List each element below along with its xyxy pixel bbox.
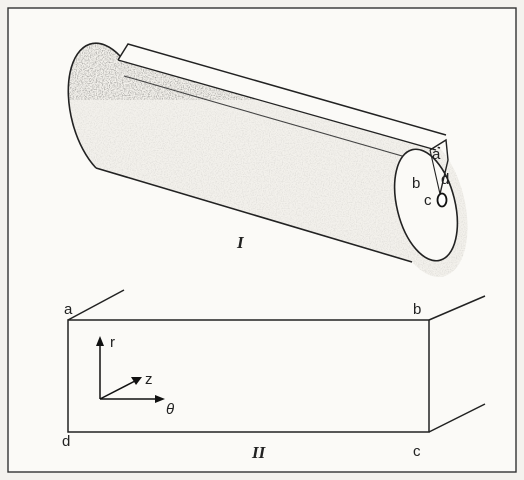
axis-label-theta: θ [166, 401, 174, 418]
box-depth-edge-c [428, 403, 486, 433]
box-depth-edge-b [428, 295, 486, 321]
cylinder-left-silhouette [67, 42, 121, 169]
box-front-face [67, 319, 430, 433]
corner-label-d: d [62, 433, 70, 450]
axis-label-r: r [110, 334, 115, 351]
slot-floor-line [123, 75, 431, 165]
unrolled-box [67, 289, 486, 433]
slot-lower-edge [117, 59, 437, 151]
point-label-c: c [424, 192, 432, 209]
corner-label-a: a [64, 301, 73, 318]
corner-label-c: c [413, 443, 421, 460]
axis-label-z: z [145, 371, 153, 388]
point-label-d: d [441, 171, 449, 188]
box-depth-edge-a [67, 289, 125, 321]
cylinder-bottom-edge [95, 167, 413, 263]
r-axis-arrow [96, 336, 104, 346]
end-face-slot-profile [429, 138, 449, 195]
cylinder-end-face [393, 148, 459, 262]
theta-axis-arrow [155, 395, 165, 403]
point-label-b: b [412, 175, 420, 192]
z-axis-line [99, 380, 136, 400]
slot-upper-edge [117, 43, 447, 136]
point-label-a: a [432, 146, 441, 163]
z-axis-arrow [131, 377, 142, 385]
end-face-hole [436, 192, 448, 208]
axes-glyph [96, 336, 165, 403]
corner-label-b: b [413, 301, 421, 318]
caption-part-two: II [251, 443, 267, 462]
caption-part-one: I [236, 233, 245, 252]
